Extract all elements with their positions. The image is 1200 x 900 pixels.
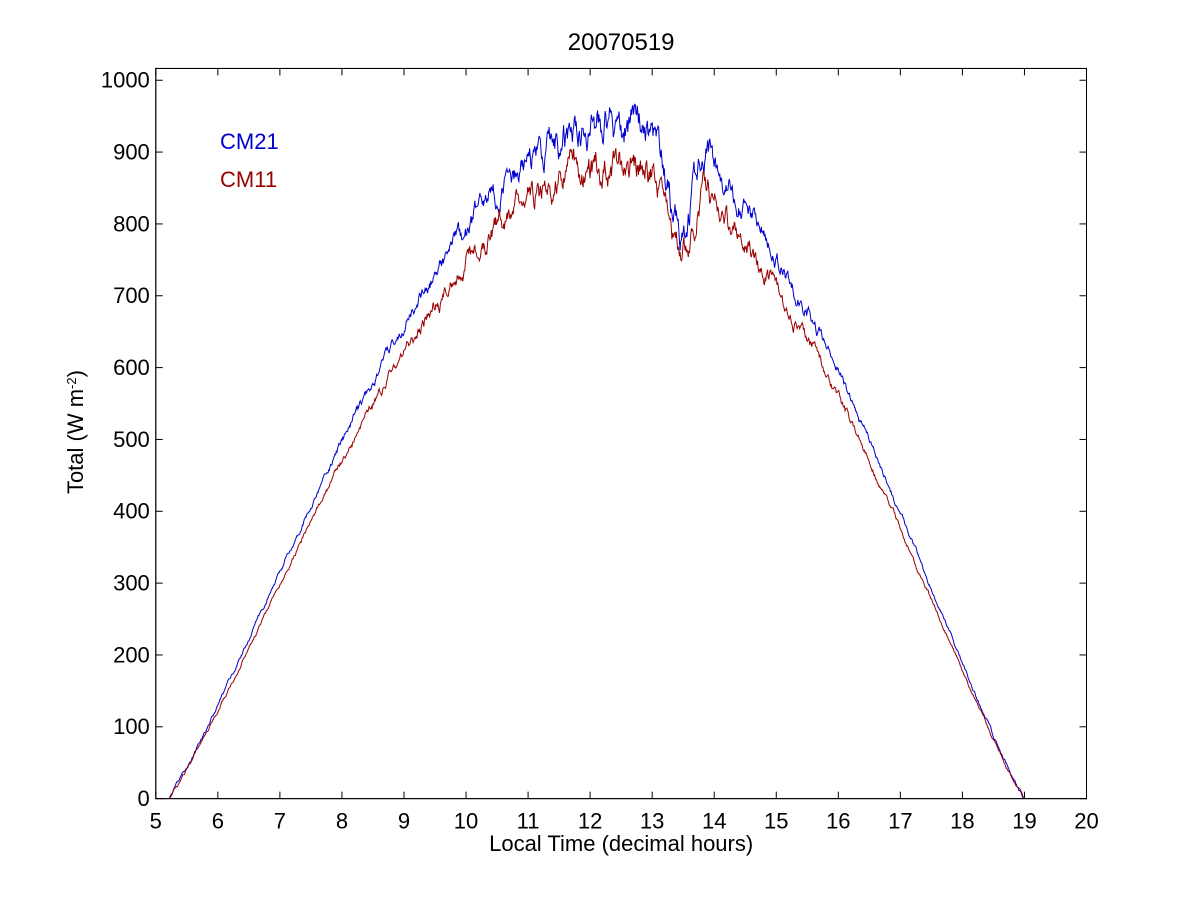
svg-text:6: 6 [212,809,224,834]
svg-text:300: 300 [113,571,150,596]
svg-text:15: 15 [764,809,788,834]
svg-text:17: 17 [888,809,912,834]
svg-text:800: 800 [113,211,150,236]
svg-text:500: 500 [113,427,150,452]
svg-text:9: 9 [398,809,410,834]
svg-text:14: 14 [702,809,726,834]
svg-text:18: 18 [950,809,974,834]
svg-text:16: 16 [826,809,850,834]
svg-text:19: 19 [1012,809,1036,834]
svg-text:12: 12 [578,809,602,834]
svg-text:Local Time (decimal hours): Local Time (decimal hours) [489,831,753,856]
svg-text:10: 10 [454,809,478,834]
svg-text:CM21: CM21 [220,129,279,154]
svg-text:8: 8 [336,809,348,834]
svg-text:Total (W m-2): Total (W m-2) [63,370,88,494]
svg-text:13: 13 [640,809,664,834]
svg-text:20070519: 20070519 [568,29,675,56]
svg-text:600: 600 [113,355,150,380]
svg-text:0: 0 [138,786,150,811]
svg-text:200: 200 [113,642,150,667]
svg-text:700: 700 [113,283,150,308]
svg-text:900: 900 [113,139,150,164]
svg-text:400: 400 [113,499,150,524]
svg-text:100: 100 [113,714,150,739]
svg-text:7: 7 [274,809,286,834]
svg-text:CM11: CM11 [220,167,277,192]
svg-text:11: 11 [517,809,540,834]
svg-text:5: 5 [150,809,162,834]
svg-text:1000: 1000 [101,68,150,93]
svg-text:20: 20 [1074,809,1098,834]
